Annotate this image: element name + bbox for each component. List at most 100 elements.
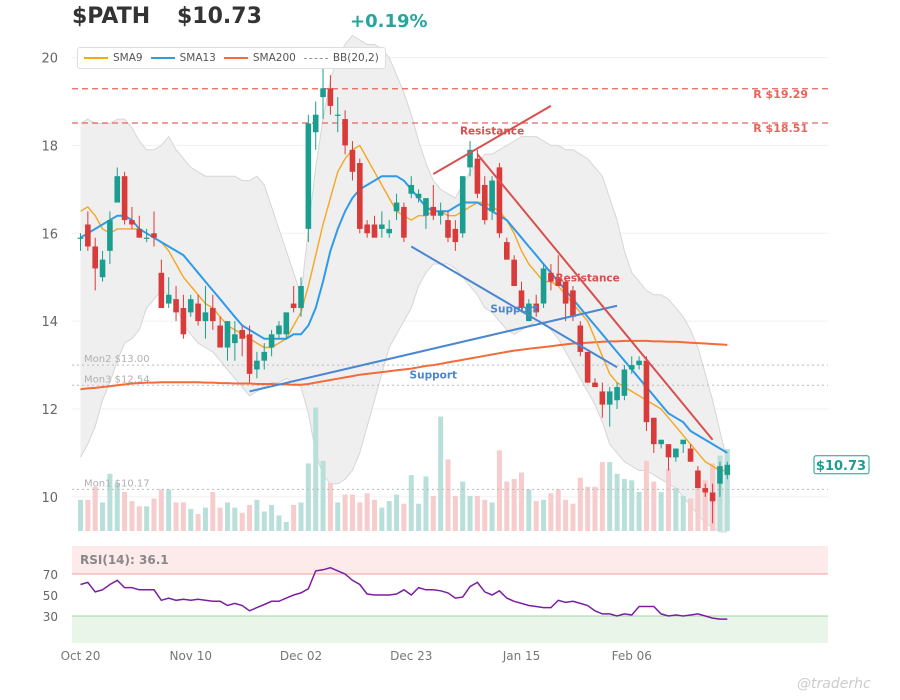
candle-body <box>393 202 400 212</box>
volume-bar <box>239 512 245 531</box>
candle-body <box>224 321 231 348</box>
candle-body <box>239 329 245 339</box>
volume-bar <box>482 499 488 531</box>
level-label: Mon2 $13.00 <box>84 354 150 365</box>
candle-body <box>290 303 297 308</box>
candle-body <box>129 220 135 225</box>
level-label: Mon3 $12.54 <box>84 374 150 385</box>
rsi-line <box>80 566 728 620</box>
candle-body <box>342 119 348 146</box>
volume-bar <box>504 481 510 531</box>
candle-body <box>423 198 429 216</box>
candle-body <box>268 334 275 348</box>
bollinger-upper <box>80 34 728 462</box>
candle-body <box>349 149 356 172</box>
volume-bar <box>666 468 671 531</box>
legend-label-sma200: SMA200 <box>252 52 296 64</box>
candle-body <box>173 299 179 313</box>
rsi-title: RSI(14): 36.1 <box>80 553 169 567</box>
x-tick-label: Jan 15 <box>502 649 541 663</box>
legend-label-bb: BB(20,2) <box>332 52 379 64</box>
price-tick-label: 20 <box>41 52 58 67</box>
volume-bar <box>430 495 436 531</box>
volume-bar <box>269 505 275 531</box>
volume-bar <box>651 481 657 531</box>
volume-bar <box>202 507 208 531</box>
legend-swatch-sma200 <box>223 57 248 59</box>
bollinger-band-fill <box>80 35 728 532</box>
volume-bar <box>173 502 179 531</box>
trendline-annotation: Support <box>410 369 457 381</box>
candle-body <box>717 466 723 484</box>
candle-body <box>592 382 598 388</box>
volume-bar <box>180 502 186 531</box>
candle-body <box>92 246 98 269</box>
candle-body <box>99 259 106 278</box>
volume-bar <box>144 506 150 531</box>
volume-bar <box>408 475 414 531</box>
volume-bar <box>394 494 400 531</box>
volume-bar <box>188 508 194 531</box>
candle-body <box>415 193 422 199</box>
volume-bar <box>225 502 230 531</box>
candle-body <box>651 417 657 445</box>
volume-bar <box>122 492 128 531</box>
volume-bar <box>548 493 554 531</box>
volume-bar <box>261 511 267 531</box>
candle-body <box>445 220 451 238</box>
candle-body <box>276 325 282 335</box>
volume-bar <box>298 502 304 531</box>
legend-item-sma9: SMA9 <box>84 52 143 64</box>
volume-bar <box>452 495 458 531</box>
candle-body <box>379 224 385 229</box>
candle-body <box>334 114 341 116</box>
candle-body <box>364 224 370 234</box>
legend-swatch-bb <box>303 57 328 59</box>
rsi-tick-label: 30 <box>43 610 58 624</box>
x-tick-label: Feb 06 <box>612 649 652 663</box>
volume-bar <box>313 407 319 531</box>
volume-bar <box>592 486 598 531</box>
price-tick-label: 16 <box>41 227 58 242</box>
volume-bar <box>210 492 216 531</box>
candle-body <box>77 237 84 239</box>
candle-body <box>401 206 407 238</box>
volume-bar <box>511 479 517 531</box>
volume-bar <box>636 492 642 531</box>
trendline <box>249 304 618 393</box>
candle-body <box>577 325 584 352</box>
candle-body <box>107 220 113 251</box>
volume-bar <box>195 514 201 531</box>
candle-body <box>121 176 128 221</box>
x-tick-label: Oct 20 <box>61 649 101 663</box>
candle-body <box>158 272 165 308</box>
volume-bar <box>533 501 539 531</box>
price-tick-label: 18 <box>41 139 58 154</box>
candle-body <box>474 158 481 194</box>
last-price-tag <box>813 455 870 475</box>
trendline <box>410 245 618 369</box>
candle-body <box>658 439 664 445</box>
volume-bar <box>526 489 532 531</box>
volume-bar <box>519 472 524 531</box>
rsi-tick-label: 70 <box>43 568 58 582</box>
volume-bar <box>217 507 223 531</box>
volume-bar <box>107 473 113 531</box>
candle-body <box>570 290 576 317</box>
volume-bar <box>379 507 385 531</box>
price-tick-label: 10 <box>41 491 58 506</box>
candle-body <box>298 286 304 308</box>
candle-body <box>548 272 554 282</box>
volume-bar <box>489 502 495 531</box>
volume-bar <box>136 506 142 531</box>
legend-label-sma13: SMA13 <box>179 52 216 64</box>
candle-body <box>702 488 709 493</box>
candle-body <box>180 307 187 335</box>
legend-item-sma200: SMA200 <box>223 52 296 64</box>
candle-body <box>232 334 238 344</box>
candle-body <box>136 228 143 238</box>
volume-bar <box>232 507 238 531</box>
legend-label-sma9: SMA9 <box>113 52 143 64</box>
x-tick-label: Nov 10 <box>169 649 212 663</box>
volume-bar <box>658 492 664 531</box>
